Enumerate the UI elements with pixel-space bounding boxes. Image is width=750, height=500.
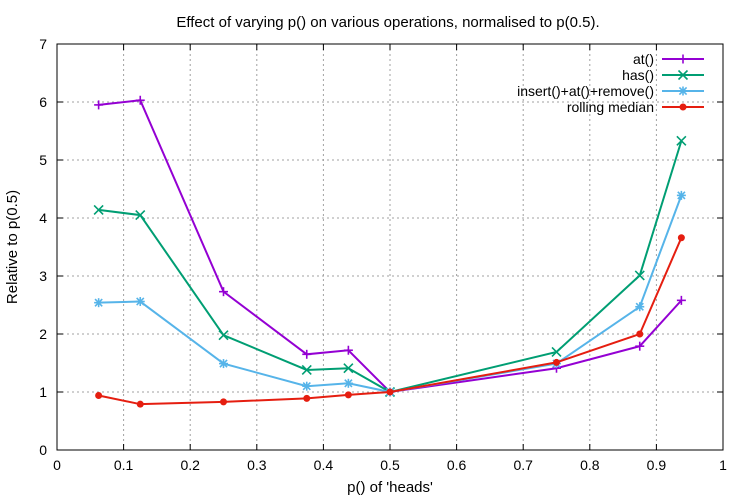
- chart-title: Effect of varying p() on various operati…: [176, 14, 599, 31]
- data-point: [676, 295, 686, 305]
- marker-dot: [553, 358, 560, 366]
- x-tick-label: 1: [719, 457, 727, 473]
- x-tick-label: 0.9: [647, 457, 667, 473]
- data-point: [635, 341, 645, 351]
- data-point: [679, 103, 687, 111]
- marker-dot: [386, 388, 394, 396]
- marker-stroke: [635, 302, 644, 311]
- marker-dot: [303, 394, 311, 402]
- marker-dot: [636, 330, 644, 338]
- data-point: [678, 54, 688, 64]
- legend-label: has(): [622, 67, 654, 83]
- data-point: [553, 358, 560, 366]
- x-axis-label: p() of 'heads': [347, 479, 433, 496]
- data-point: [678, 86, 688, 96]
- data-point: [677, 234, 685, 242]
- marker-stroke: [302, 382, 311, 391]
- marker-stroke: [301, 364, 312, 376]
- data-point: [634, 270, 645, 281]
- data-point: [344, 391, 352, 399]
- x-tick-label: 0.5: [380, 457, 400, 473]
- x-tick-label: 0.2: [180, 457, 200, 473]
- data-point: [95, 391, 103, 399]
- y-tick-label: 5: [39, 152, 47, 168]
- legend-entry: rolling median: [567, 99, 704, 115]
- x-tick-label: 0.1: [114, 457, 134, 473]
- x-tick-label: 0.6: [447, 457, 467, 473]
- marker-dot: [136, 400, 144, 408]
- marker-dot: [220, 398, 227, 406]
- axis-ticks: 0 0.1 0.2 0.3 0.4 0.5 0.6 0.7 0.8 0.9 1 0 1 2 3 4 5 6 7: [39, 36, 727, 473]
- marker-stroke: [94, 298, 103, 307]
- x-tick-label: 0.8: [580, 457, 600, 473]
- data-point: [343, 378, 353, 388]
- marker-stroke: [93, 204, 104, 215]
- data-point: [343, 345, 353, 355]
- legend-label: rolling median: [567, 99, 654, 115]
- data-point: [302, 349, 312, 359]
- data-point: [302, 381, 312, 391]
- data-point: [551, 346, 562, 358]
- x-tick-label: 0.4: [314, 457, 334, 473]
- data-point: [219, 359, 228, 369]
- marker-stroke: [676, 135, 687, 146]
- data-point: [386, 388, 394, 396]
- marker-stroke: [677, 69, 689, 81]
- y-tick-label: 0: [39, 442, 47, 458]
- series-3: [95, 234, 685, 408]
- marker-stroke: [678, 86, 688, 96]
- y-axis-label: Relative to p(0.5): [4, 190, 21, 304]
- data-point: [676, 190, 686, 200]
- legend: at()has()insert()+at()+remove()rolling m…: [517, 51, 704, 115]
- data-point: [636, 330, 644, 338]
- data-point: [136, 400, 144, 408]
- marker-dot: [679, 103, 687, 111]
- data-point: [135, 95, 145, 105]
- data-point: [635, 302, 645, 312]
- marker-stroke: [634, 270, 645, 281]
- x-tick-label: 0: [53, 457, 61, 473]
- marker-stroke: [551, 346, 562, 358]
- y-tick-label: 4: [39, 210, 47, 226]
- data-point: [94, 298, 104, 308]
- data-point: [343, 363, 354, 374]
- data-point: [94, 100, 104, 110]
- legend-entry: at(): [633, 51, 704, 67]
- data-point: [135, 210, 146, 221]
- grid: [57, 44, 723, 450]
- marker-dot: [344, 391, 352, 399]
- marker-stroke: [218, 330, 229, 341]
- data-point: [677, 69, 689, 81]
- y-tick-label: 7: [39, 36, 47, 52]
- data-point: [301, 364, 312, 376]
- marker-stroke: [219, 359, 228, 368]
- data-point: [218, 330, 229, 341]
- legend-entry: insert()+at()+remove(): [517, 83, 704, 99]
- x-tick-label: 0.3: [247, 457, 267, 473]
- series-layer: [93, 95, 687, 408]
- marker-stroke: [135, 210, 146, 221]
- data-point: [303, 394, 311, 402]
- data-point: [676, 135, 687, 146]
- data-point: [135, 297, 145, 307]
- marker-stroke: [677, 191, 686, 200]
- data-point: [93, 204, 104, 215]
- y-tick-label: 6: [39, 94, 47, 110]
- marker-stroke: [136, 297, 145, 306]
- x-tick-label: 0.7: [513, 457, 533, 473]
- data-point: [219, 287, 228, 297]
- marker-stroke: [344, 379, 353, 388]
- marker-stroke: [343, 363, 354, 374]
- legend-label: at(): [633, 51, 654, 67]
- y-tick-label: 3: [39, 268, 47, 284]
- marker-dot: [677, 234, 685, 242]
- y-tick-label: 1: [39, 384, 47, 400]
- legend-label: insert()+at()+remove(): [517, 83, 654, 99]
- marker-dot: [95, 391, 103, 399]
- data-point: [220, 398, 227, 406]
- y-tick-label: 2: [39, 326, 47, 342]
- legend-entry: has(): [622, 67, 704, 83]
